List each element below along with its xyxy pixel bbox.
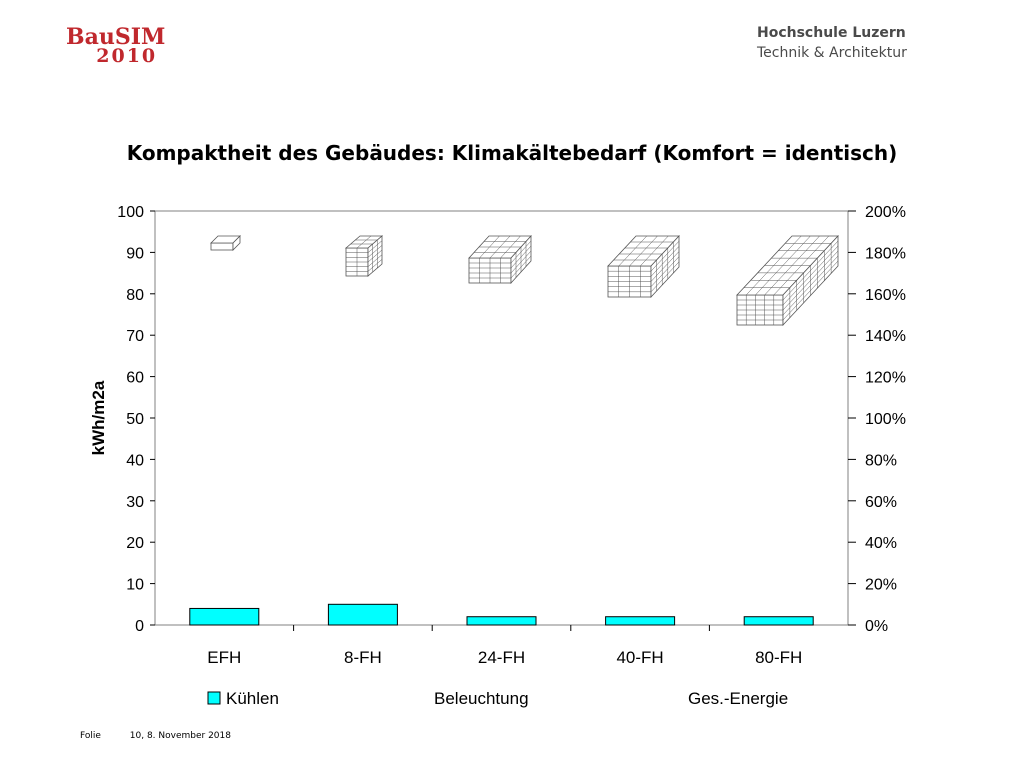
bar-kuehlen xyxy=(466,616,537,626)
bar-kuehlen xyxy=(743,616,814,626)
logo-line-1: BauSIM xyxy=(66,24,166,50)
y2-tick-label: 40% xyxy=(865,535,897,552)
x-tick-label: 40-FH xyxy=(616,648,663,667)
y2-tick-label: 200% xyxy=(865,204,906,221)
building-icon-8fh xyxy=(344,235,384,277)
y-tick-label: 50 xyxy=(126,411,144,428)
legend-label-beleuchtung: Beleuchtung xyxy=(434,689,529,708)
x-tick-label: EFH xyxy=(207,648,241,667)
bar-kuehlen xyxy=(327,603,398,626)
building-icon-40fh xyxy=(607,234,680,299)
building-icon-80fh xyxy=(736,234,839,327)
y-tick-label: 70 xyxy=(126,328,144,345)
institution-name: Hochschule Luzern Technik & Architektur xyxy=(757,25,907,61)
y2-tick-label: 20% xyxy=(865,577,897,594)
y-tick-label: 10 xyxy=(126,577,144,594)
bausim-logo: BauSIM 2010 xyxy=(66,26,165,66)
folie-label: Folie xyxy=(80,731,101,741)
logo-line-2: 2010 xyxy=(96,45,158,67)
x-tick-label: 8-FH xyxy=(344,648,382,667)
y-tick-label: 80 xyxy=(126,287,144,304)
building-icon-24fh xyxy=(468,234,532,285)
legend-label-ges-energie: Ges.-Energie xyxy=(688,689,788,708)
building-icon-efh xyxy=(210,235,241,251)
y2-tick-label: 100% xyxy=(865,411,906,428)
institution-line-2: Technik & Architektur xyxy=(757,45,907,61)
y-tick-label: 90 xyxy=(126,245,144,262)
institution-line-1: Hochschule Luzern xyxy=(757,25,906,41)
y2-tick-label: 140% xyxy=(865,328,906,345)
y2-tick-label: 180% xyxy=(865,245,906,262)
y-tick-label: 100 xyxy=(117,204,144,221)
bar-kuehlen xyxy=(189,607,260,626)
y-tick-label: 30 xyxy=(126,494,144,511)
y2-tick-label: 0% xyxy=(865,618,888,635)
y2-tick-label: 60% xyxy=(865,494,897,511)
legend-label-kuehlen: Kühlen xyxy=(226,689,279,708)
y2-tick-label: 80% xyxy=(865,452,897,469)
slide-footer: Folie 10, 8. November 2018 xyxy=(80,731,257,741)
y-tick-label: 0 xyxy=(135,618,144,635)
chart-title: Kompaktheit des Gebäudes: Klimakältebeda… xyxy=(126,141,898,165)
y-tick-label: 60 xyxy=(126,370,144,387)
page-and-date: 10, 8. November 2018 xyxy=(129,731,231,741)
y2-tick-label: 120% xyxy=(865,370,906,387)
bar-kuehlen xyxy=(605,616,676,626)
x-tick-label: 80-FH xyxy=(755,648,802,667)
y-axis-label: kWh/m2a xyxy=(89,380,108,455)
legend-swatch-kuehlen xyxy=(207,691,221,705)
y-tick-label: 40 xyxy=(126,452,144,469)
y2-tick-label: 160% xyxy=(865,287,906,304)
x-tick-label: 24-FH xyxy=(478,648,525,667)
y-tick-label: 20 xyxy=(126,535,144,552)
